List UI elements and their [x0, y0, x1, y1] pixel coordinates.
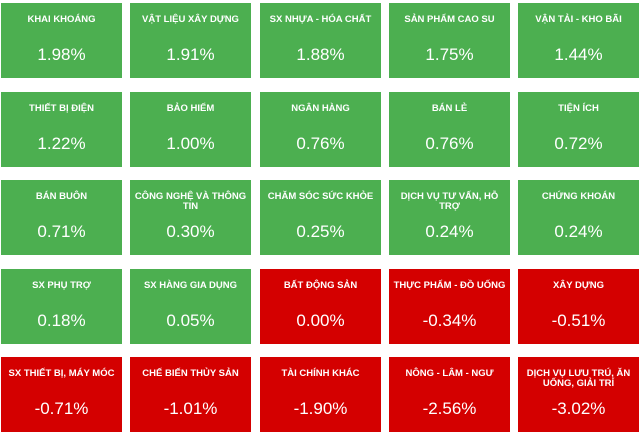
- sector-name: THỰC PHẨM - ĐỒ UỐNG: [393, 280, 506, 291]
- sector-change: 1.98%: [37, 45, 86, 64]
- sector-change: 0.24%: [425, 222, 474, 241]
- sector-change: 0.24%: [554, 222, 603, 241]
- sector-name: TIỆN ÍCH: [558, 103, 599, 114]
- sector-tile[interactable]: THỰC PHẨM - ĐỒ UỐNG -0.34%: [389, 269, 510, 344]
- sector-change: 0.71%: [37, 222, 86, 241]
- sector-change: 1.88%: [296, 45, 345, 64]
- sector-name: DỊCH VỤ LƯU TRÚ, ĂN UỐNG, GIẢI TRÍ: [526, 368, 631, 389]
- sector-change: 0.30%: [166, 222, 215, 241]
- sector-tile[interactable]: CHỨNG KHOÁN 0.24%: [518, 180, 639, 255]
- sector-change: 1.22%: [37, 134, 86, 153]
- sector-change: -0.34%: [422, 311, 477, 330]
- sector-tile[interactable]: NGÂN HÀNG 0.76%: [260, 92, 381, 167]
- sector-name: NGÂN HÀNG: [291, 103, 350, 114]
- sector-change: 1.75%: [425, 45, 474, 64]
- sector-name: CHỨNG KHOÁN: [541, 191, 616, 202]
- sector-tile[interactable]: KHAI KHOÁNG 1.98%: [1, 3, 122, 78]
- sector-tile[interactable]: TIỆN ÍCH 0.72%: [518, 92, 639, 167]
- sector-tile[interactable]: VẬN TẢI - KHO BÃI 1.44%: [518, 3, 639, 78]
- sector-name: CÔNG NGHỆ VÀ THÔNG TIN: [134, 191, 247, 212]
- sector-name: XÂY DỰNG: [553, 280, 604, 291]
- sector-name: KHAI KHOÁNG: [27, 14, 96, 25]
- sector-tile[interactable]: SX HÀNG GIA DỤNG 0.05%: [130, 269, 251, 344]
- sector-name: SX NHỰA - HÓA CHẤT: [269, 14, 372, 25]
- sector-tile[interactable]: NÔNG - LÂM - NGƯ -2.56%: [389, 357, 510, 432]
- sector-tile[interactable]: BÁN BUÔN 0.71%: [1, 180, 122, 255]
- sector-tile[interactable]: SẢN PHẨM CAO SU 1.75%: [389, 3, 510, 78]
- sector-name: THIẾT BỊ ĐIỆN: [29, 103, 94, 114]
- sector-name: BẤT ĐỘNG SẢN: [283, 280, 358, 291]
- sector-tile[interactable]: CHẾ BIẾN THỦY SẢN -1.01%: [130, 357, 251, 432]
- sector-tile[interactable]: BÁN LẺ 0.76%: [389, 92, 510, 167]
- sector-change: 1.44%: [554, 45, 603, 64]
- sector-tile[interactable]: CHĂM SÓC SỨC KHỎE 0.25%: [260, 180, 381, 255]
- sector-change: -2.56%: [422, 399, 477, 418]
- sector-name: BÁN BUÔN: [35, 191, 88, 202]
- sector-change: -1.01%: [163, 399, 218, 418]
- sector-tile[interactable]: SX PHỤ TRỢ 0.18%: [1, 269, 122, 344]
- sector-tile[interactable]: THIẾT BỊ ĐIỆN 1.22%: [1, 92, 122, 167]
- sector-tile[interactable]: VẬT LIỆU XÂY DỰNG 1.91%: [130, 3, 251, 78]
- sector-name: BẢO HIỂM: [166, 103, 215, 114]
- sector-change: 0.76%: [425, 134, 474, 153]
- sector-name: DỊCH VỤ TƯ VẤN, HỖ TRỢ: [400, 191, 499, 212]
- sector-change: -0.71%: [34, 399, 89, 418]
- sector-change: 0.25%: [296, 222, 345, 241]
- sector-change: 1.00%: [166, 134, 215, 153]
- sector-change: 0.05%: [166, 311, 215, 330]
- sector-change: 0.18%: [37, 311, 86, 330]
- sector-change: 1.91%: [166, 45, 215, 64]
- sector-name: SX THIẾT BỊ, MÁY MÓC: [8, 368, 115, 379]
- sector-change: 0.76%: [296, 134, 345, 153]
- sector-change: -3.02%: [551, 399, 606, 418]
- sector-tile[interactable]: SX THIẾT BỊ, MÁY MÓC -0.71%: [1, 357, 122, 432]
- sector-name: NÔNG - LÂM - NGƯ: [405, 368, 494, 379]
- sector-change: 0.00%: [296, 311, 345, 330]
- sector-name: SX HÀNG GIA DỤNG: [143, 280, 238, 291]
- sector-name: SẢN PHẨM CAO SU: [404, 14, 495, 25]
- sector-name: BÁN LẺ: [431, 103, 468, 114]
- sector-change: -0.51%: [551, 311, 606, 330]
- sector-tile[interactable]: DỊCH VỤ LƯU TRÚ, ĂN UỐNG, GIẢI TRÍ -3.02…: [518, 357, 639, 432]
- sector-name: SX PHỤ TRỢ: [32, 280, 91, 291]
- sector-name: CHẾ BIẾN THỦY SẢN: [142, 368, 239, 379]
- sector-change: -1.90%: [293, 399, 348, 418]
- sector-name: VẬN TẢI - KHO BÃI: [535, 14, 622, 25]
- sector-tile[interactable]: SX NHỰA - HÓA CHẤT 1.88%: [260, 3, 381, 78]
- sector-tile[interactable]: TÀI CHÍNH KHÁC -1.90%: [260, 357, 381, 432]
- sector-tile[interactable]: DỊCH VỤ TƯ VẤN, HỖ TRỢ 0.24%: [389, 180, 510, 255]
- sector-change: 0.72%: [554, 134, 603, 153]
- sector-tile[interactable]: CÔNG NGHỆ VÀ THÔNG TIN 0.30%: [130, 180, 251, 255]
- sector-name: CHĂM SÓC SỨC KHỎE: [267, 191, 374, 202]
- sector-tile[interactable]: BẤT ĐỘNG SẢN 0.00%: [260, 269, 381, 344]
- sector-tile[interactable]: BẢO HIỂM 1.00%: [130, 92, 251, 167]
- sector-tile[interactable]: XÂY DỰNG -0.51%: [518, 269, 639, 344]
- sector-name: TÀI CHÍNH KHÁC: [281, 368, 360, 379]
- sector-name: VẬT LIỆU XÂY DỰNG: [142, 14, 239, 25]
